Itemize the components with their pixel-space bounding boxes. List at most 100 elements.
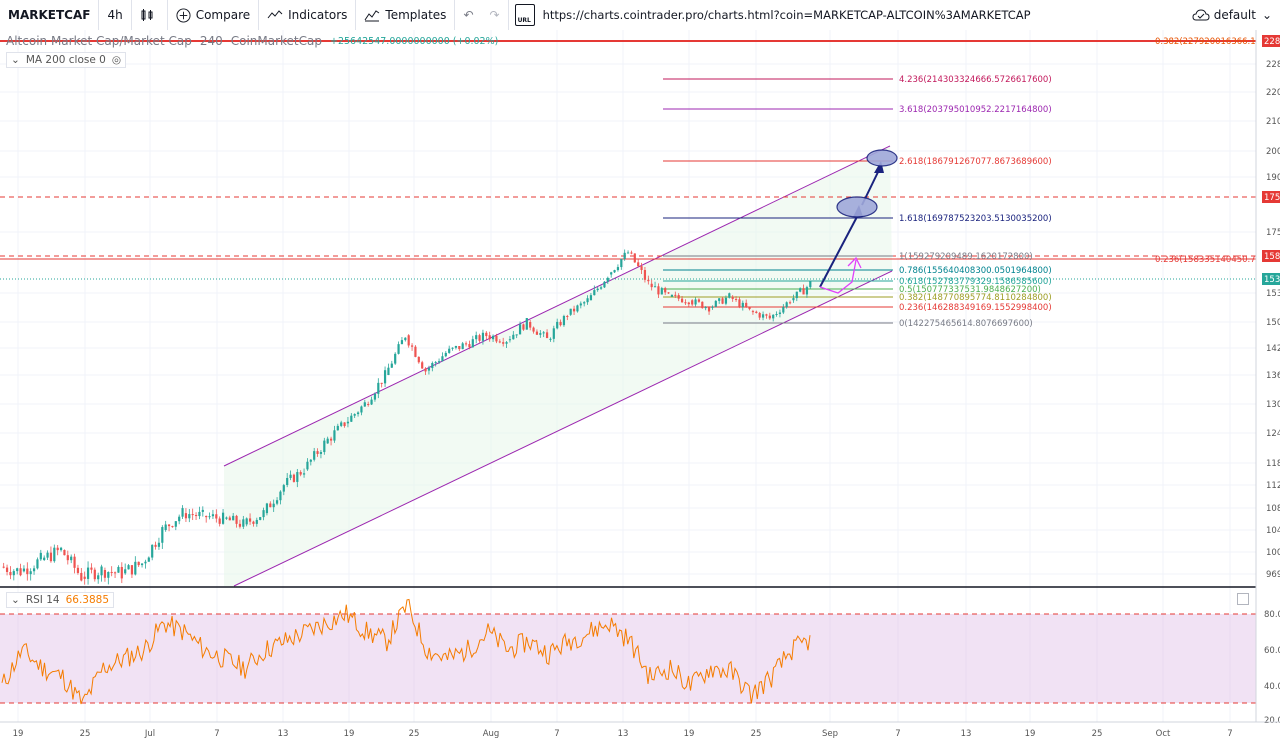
price-tag [1262, 250, 1280, 262]
rsi-label: RSI 14 [25, 594, 60, 606]
candle-body [444, 352, 447, 357]
time-tick: 13 [618, 729, 629, 739]
candle-body [282, 485, 285, 492]
candle-body [670, 294, 674, 297]
candle-body [228, 517, 231, 521]
candle-body [495, 335, 498, 342]
maximize-pane-icon[interactable] [1237, 593, 1249, 605]
collapse-icon[interactable]: ⌄ [11, 594, 20, 606]
candle-body [650, 283, 653, 288]
candle-body [296, 472, 299, 482]
candle-body [529, 322, 532, 328]
candle-body [579, 303, 582, 306]
candle-body [556, 321, 559, 329]
price-tick: 1000 [1266, 548, 1280, 558]
candle-body [542, 332, 545, 334]
candle-body [390, 363, 393, 368]
symbol-search[interactable]: MARKETCAF [0, 0, 100, 30]
target-ellipse-1[interactable] [836, 196, 878, 218]
price-tick: 1420 [1266, 344, 1280, 354]
compare-button[interactable]: Compare [168, 0, 260, 30]
undo-button[interactable]: ↶ [455, 0, 481, 30]
price-tick: 1080 [1266, 504, 1280, 514]
candles [2, 249, 812, 585]
candle-body [167, 524, 171, 527]
pink-arrowhead [847, 256, 862, 269]
candle-body [140, 563, 144, 566]
candle-body [110, 571, 113, 573]
candle-body [765, 314, 768, 316]
pink-projection-arrow[interactable] [819, 259, 857, 294]
candle-body [103, 570, 107, 578]
price-axis[interactable] [1256, 30, 1280, 742]
rsi-tick: 20.0 [1264, 716, 1280, 726]
fib-retracement[interactable] [663, 78, 893, 324]
price-tick: 1750 [1266, 228, 1280, 238]
eye-hidden-icon[interactable]: ◎ [111, 54, 122, 66]
target-arrow-1[interactable] [819, 212, 860, 288]
candle-body [340, 422, 343, 426]
candle-body [653, 286, 657, 288]
candle-body [677, 295, 680, 299]
candle-body [218, 518, 221, 524]
candle-body [748, 307, 751, 310]
candle-body [29, 571, 32, 575]
price-tick: 2200 [1266, 88, 1280, 98]
candle-body [488, 335, 491, 340]
rsi-pane[interactable] [0, 590, 1256, 722]
time-axis[interactable] [0, 723, 1280, 742]
url-icon: URL [514, 4, 535, 26]
rsi-study-legend[interactable]: ⌄ RSI 14 66.3885 [6, 592, 114, 608]
chevron-down-icon: ⌄ [1261, 8, 1272, 22]
indicators-button[interactable]: Indicators [259, 0, 357, 30]
legend-change: +25642547.0000000000 (+0.02%) [329, 35, 499, 47]
candle-body [532, 327, 535, 332]
interval-button[interactable]: 4h [99, 0, 132, 30]
price-tags: 228 175 158 153 [1262, 35, 1280, 285]
target-ellipse-2[interactable] [866, 149, 898, 167]
candle-body [414, 346, 417, 357]
redo-button[interactable]: ↷ [482, 0, 509, 30]
legend-source: CoinMarketCap [230, 34, 322, 48]
candle-body [32, 568, 36, 572]
url-bar[interactable]: URL https://charts.cointrader.pro/charts… [509, 4, 1031, 26]
candle-body [286, 477, 289, 485]
candle-body [572, 308, 576, 312]
candle-body [468, 344, 471, 348]
candle-body [336, 425, 339, 431]
chart-type-button[interactable] [132, 0, 168, 30]
candles-icon [141, 9, 153, 21]
candle-body [616, 267, 620, 271]
channel-upper-line[interactable] [223, 145, 891, 467]
candle-body [394, 353, 397, 364]
fib-level-label: 2.618(186791267077.8673689600) [899, 157, 1052, 167]
candle-body [694, 299, 697, 305]
compare-label: Compare [195, 8, 251, 22]
candle-body [275, 500, 279, 504]
candle-body [201, 509, 204, 512]
candle-body [269, 503, 272, 508]
candle-body [70, 556, 73, 561]
theme-selector[interactable]: default ⌄ [1192, 0, 1272, 30]
templates-icon [365, 10, 380, 22]
candle-body [113, 572, 117, 574]
candle-body [613, 270, 616, 273]
candle-body [431, 363, 434, 369]
price-tick: 1180 [1266, 459, 1280, 469]
chart-area[interactable]: 4.236(214303324666.5726617600) 3.618(2037… [0, 30, 1280, 742]
candle-body [792, 298, 795, 301]
collapse-icon[interactable]: ⌄ [11, 54, 20, 66]
undo-icon: ↶ [463, 8, 474, 22]
candle-body [707, 307, 711, 312]
ma-study-legend[interactable]: ⌄ MA 200 close 0 ◎ [6, 52, 127, 68]
candle-body [323, 440, 326, 453]
candle-body [559, 321, 562, 326]
candle-body [292, 474, 296, 482]
candle-body [194, 515, 198, 517]
candle-body [107, 571, 110, 578]
templates-button[interactable]: Templates [356, 0, 456, 30]
candle-body [417, 356, 420, 363]
price-tag [1262, 273, 1280, 285]
candle-body [16, 568, 19, 572]
legend-interval: 240 [199, 34, 223, 48]
